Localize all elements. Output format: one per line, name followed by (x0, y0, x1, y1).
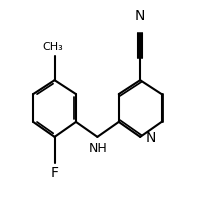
Text: N: N (146, 131, 156, 145)
Text: CH₃: CH₃ (42, 42, 63, 52)
Text: N: N (135, 9, 145, 23)
Text: NH: NH (89, 142, 108, 155)
Text: F: F (51, 166, 59, 180)
